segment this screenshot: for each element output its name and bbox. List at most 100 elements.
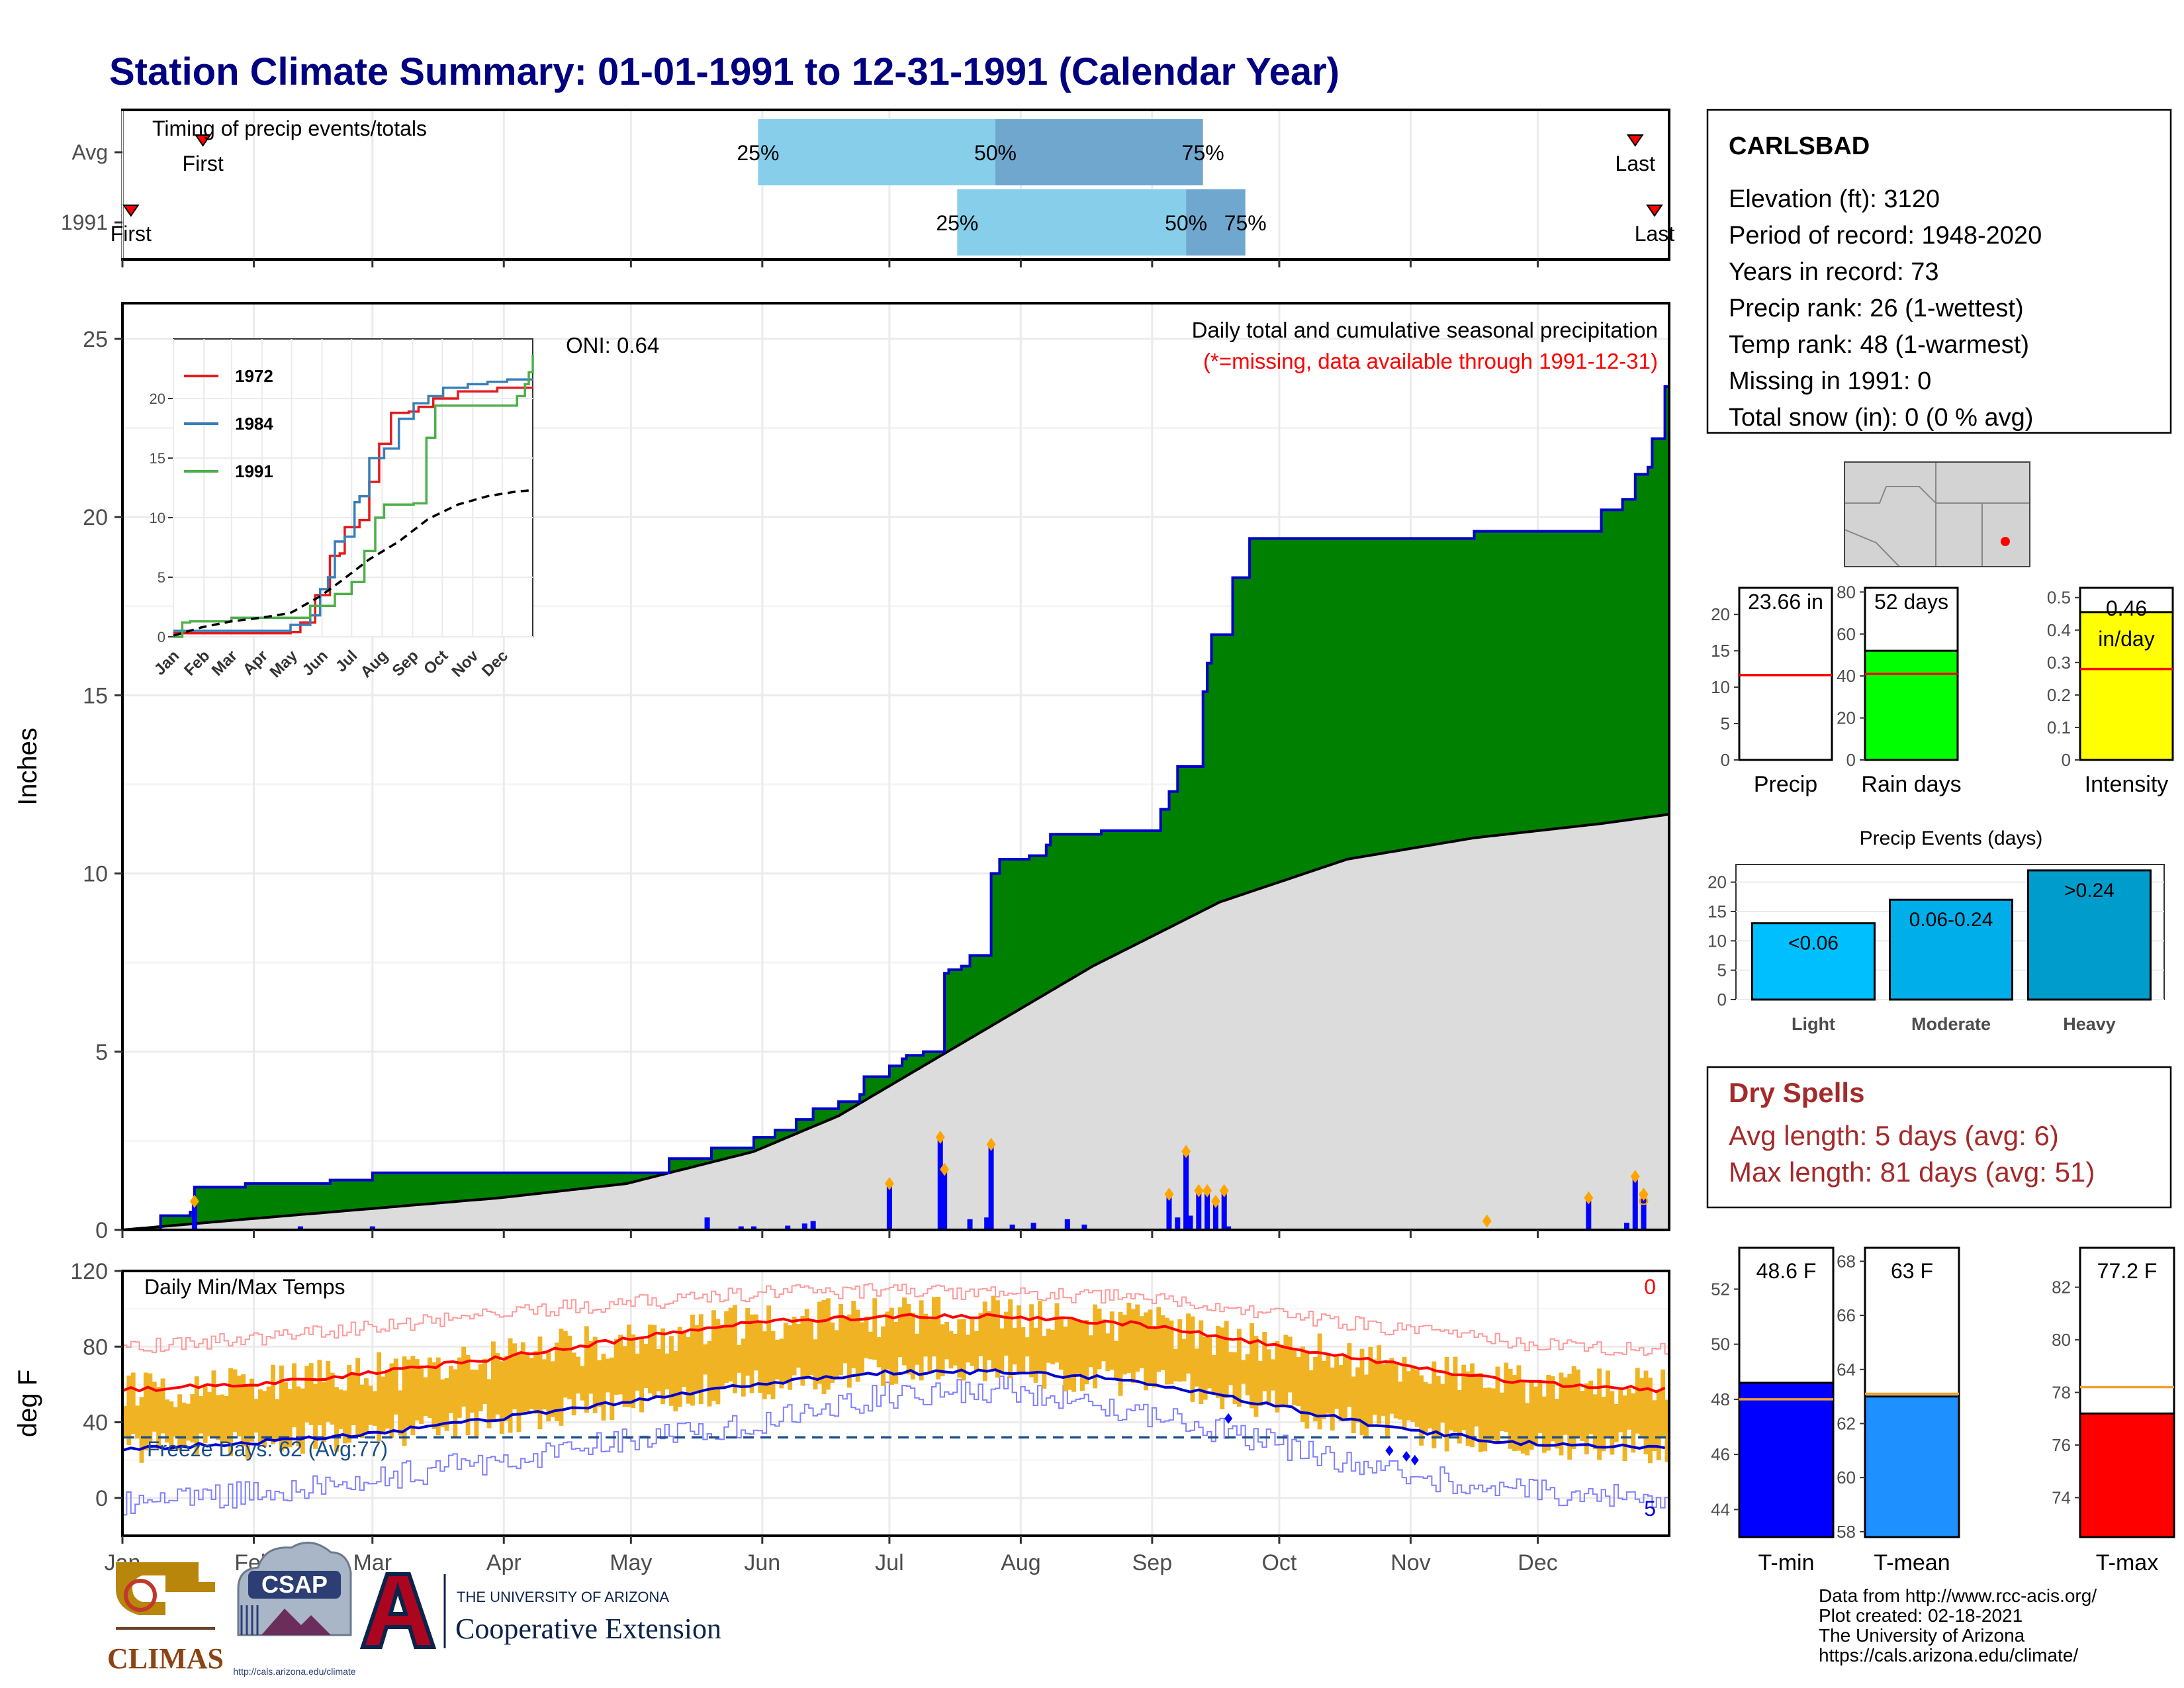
daily-temp-range-bar [474, 1370, 479, 1438]
daily-temp-range-bar [682, 1333, 687, 1387]
daily-temp-range-bar [1618, 1388, 1623, 1432]
cumulative-diff-fill [957, 969, 962, 1045]
daily-temp-range-bar [872, 1298, 878, 1360]
daily-temp-range-bar [952, 1334, 958, 1366]
daily-temp-range-bar [279, 1365, 284, 1452]
daily-temp-range-bar [1080, 1322, 1085, 1391]
daily-temp-range-bar [160, 1378, 165, 1434]
cumulative-diff-fill [287, 1184, 293, 1216]
daily-temp-range-bar [1504, 1362, 1509, 1432]
daily-temp-range-bar [690, 1315, 695, 1406]
cumulative-diff-fill [931, 1051, 936, 1060]
daily-temp-range-bar [1063, 1327, 1068, 1391]
daily-temp-range-bar [1495, 1366, 1500, 1444]
daily-temp-range-bar [796, 1324, 801, 1368]
cumulative-diff-fill [762, 1137, 767, 1147]
daily-temp-range-bar [364, 1378, 369, 1433]
inset-ytick-label: 15 [150, 450, 165, 467]
cumulative-diff-fill [313, 1184, 318, 1213]
daily-temp-range-bar [1075, 1319, 1081, 1374]
cumulative-diff-fill [541, 1172, 547, 1193]
daily-temp-range-bar [703, 1344, 708, 1375]
cumulative-diff-fill [160, 1215, 165, 1227]
daily-temp-range-bar [733, 1305, 737, 1393]
cumulative-diff-fill [1203, 691, 1208, 910]
inset-line-1984 [173, 378, 533, 632]
daily-temp-range-bar [1537, 1380, 1543, 1433]
summary-bar-ytick-label: 0.1 [2047, 718, 2071, 737]
cumulative-diff-fill [533, 1172, 539, 1194]
daily-temp-range-bar [1156, 1307, 1161, 1372]
daily-temp-range-bar [1215, 1325, 1220, 1398]
daily-temp-range-bar [186, 1403, 191, 1441]
cumulative-diff-fill [1241, 577, 1246, 894]
cumulative-diff-fill [165, 1215, 169, 1227]
cumulative-diff-fill [995, 873, 1000, 1023]
daily-temp-range-bar [372, 1391, 377, 1426]
daily-temp-range-bar [1457, 1389, 1462, 1444]
cumulative-diff-fill [707, 1158, 712, 1163]
cumulative-diff-fill [639, 1172, 645, 1180]
cumulative-diff-fill [724, 1148, 729, 1159]
cumulative-diff-fill [1648, 467, 1653, 818]
cumulative-diff-fill [317, 1184, 322, 1213]
cumulative-diff-fill [156, 1227, 161, 1230]
timing-row-label: 1991 [61, 211, 108, 234]
daily-precip-bar [942, 1169, 948, 1230]
daily-temp-range-bar [1559, 1372, 1564, 1456]
cumulative-diff-fill [304, 1184, 310, 1214]
cumulative-diff-fill [970, 955, 975, 1037]
cumulative-diff-fill [1351, 538, 1356, 859]
precip-events-ytick-label: 15 [1707, 902, 1727, 921]
daily-temp-range-bar [525, 1353, 530, 1412]
cumulative-diff-fill [364, 1180, 369, 1209]
cumulative-diff-fill [1592, 531, 1598, 825]
daily-temp-range-bar [156, 1387, 161, 1449]
daily-temp-range-bar [1317, 1333, 1322, 1430]
station-info-line: Temp rank: 48 (1-warmest) [1729, 331, 2029, 359]
cumulative-diff-fill [537, 1172, 543, 1194]
daily-precip-bar [1175, 1217, 1181, 1230]
cumulative-diff-fill [567, 1172, 572, 1190]
daily-temp-range-bar [830, 1322, 835, 1383]
cumulative-diff-fill [381, 1172, 386, 1208]
month-label: Dec [1518, 1550, 1557, 1575]
daily-temp-range-bar [1381, 1364, 1386, 1416]
cumulative-diff-fill [177, 1215, 183, 1225]
daily-temp-range-bar [1453, 1356, 1458, 1432]
cumulative-diff-fill [1067, 834, 1072, 980]
daily-temp-range-bar [139, 1397, 144, 1463]
daily-temp-range-bar [770, 1331, 776, 1399]
cumulative-diff-fill [1546, 531, 1551, 830]
daily-temp-range-bar [1656, 1389, 1661, 1460]
cumulative-diff-fill [1449, 538, 1454, 842]
cumulative-diff-fill [1190, 767, 1195, 916]
cumulative-diff-fill [643, 1172, 649, 1179]
daily-temp-range-bar [1160, 1315, 1165, 1370]
freeze-days-label: Freeze Days: 62 (Avg:77) [147, 1437, 388, 1461]
daily-temp-range-bar [1067, 1317, 1072, 1390]
cumulative-diff-fill [1304, 538, 1310, 873]
cumulative-diff-fill [597, 1172, 602, 1187]
cumulative-diff-fill [647, 1172, 653, 1178]
daily-temp-range-bar [419, 1365, 424, 1425]
daily-precip-bar [1009, 1224, 1015, 1230]
cumulative-diff-fill [1423, 538, 1428, 847]
heavy-event-marker [189, 1194, 199, 1208]
cumulative-diff-fill [435, 1172, 441, 1203]
daily-temp-range-bar [144, 1372, 148, 1451]
cumulative-diff-fill [482, 1172, 488, 1199]
cumulative-diff-fill [1610, 510, 1615, 822]
cumulative-diff-fill [555, 1172, 560, 1192]
temp-bar-value-label: 77.2 F [2097, 1259, 2158, 1283]
daily-temp-range-bar [1347, 1343, 1352, 1407]
cumulative-diff-fill [241, 1187, 246, 1220]
daily-temp-range-bar [1114, 1340, 1119, 1378]
heavy-event-marker [986, 1137, 996, 1151]
cumulative-diff-fill [1470, 538, 1475, 839]
cumulative-diff-fill [169, 1215, 174, 1226]
cumulative-diff-fill [936, 1051, 941, 1058]
cumulative-diff-fill [1414, 538, 1420, 848]
cumulative-diff-fill [1525, 531, 1530, 832]
daily-temp-range-bar [228, 1368, 233, 1456]
